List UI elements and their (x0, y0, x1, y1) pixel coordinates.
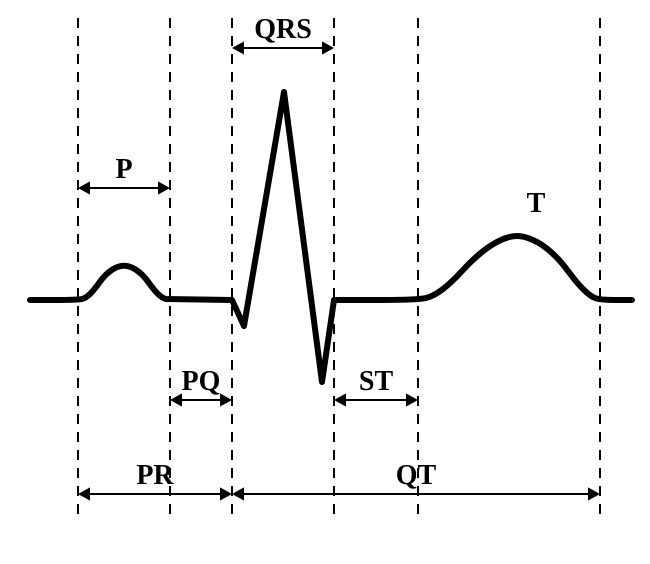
dim-label-pr: PR (136, 460, 174, 491)
dim-st: ST (334, 366, 418, 407)
dim-label-p: P (115, 154, 132, 185)
dim-qt: QT (232, 460, 600, 501)
dim-label-qrs: QRS (254, 14, 312, 45)
dim-pq: PQ (170, 366, 232, 407)
dim-label-qt: QT (396, 460, 437, 491)
dim-qrs: QRS (232, 14, 334, 55)
dim-p: P (78, 154, 170, 195)
dim-pr: PR (78, 460, 232, 501)
dim-label-st: ST (359, 366, 394, 397)
t-wave-label: T (527, 188, 546, 219)
ecg-diagram: P QRS PQ ST PR QT T (0, 0, 650, 564)
dim-label-pq: PQ (182, 366, 221, 397)
ecg-waveform (30, 92, 632, 382)
